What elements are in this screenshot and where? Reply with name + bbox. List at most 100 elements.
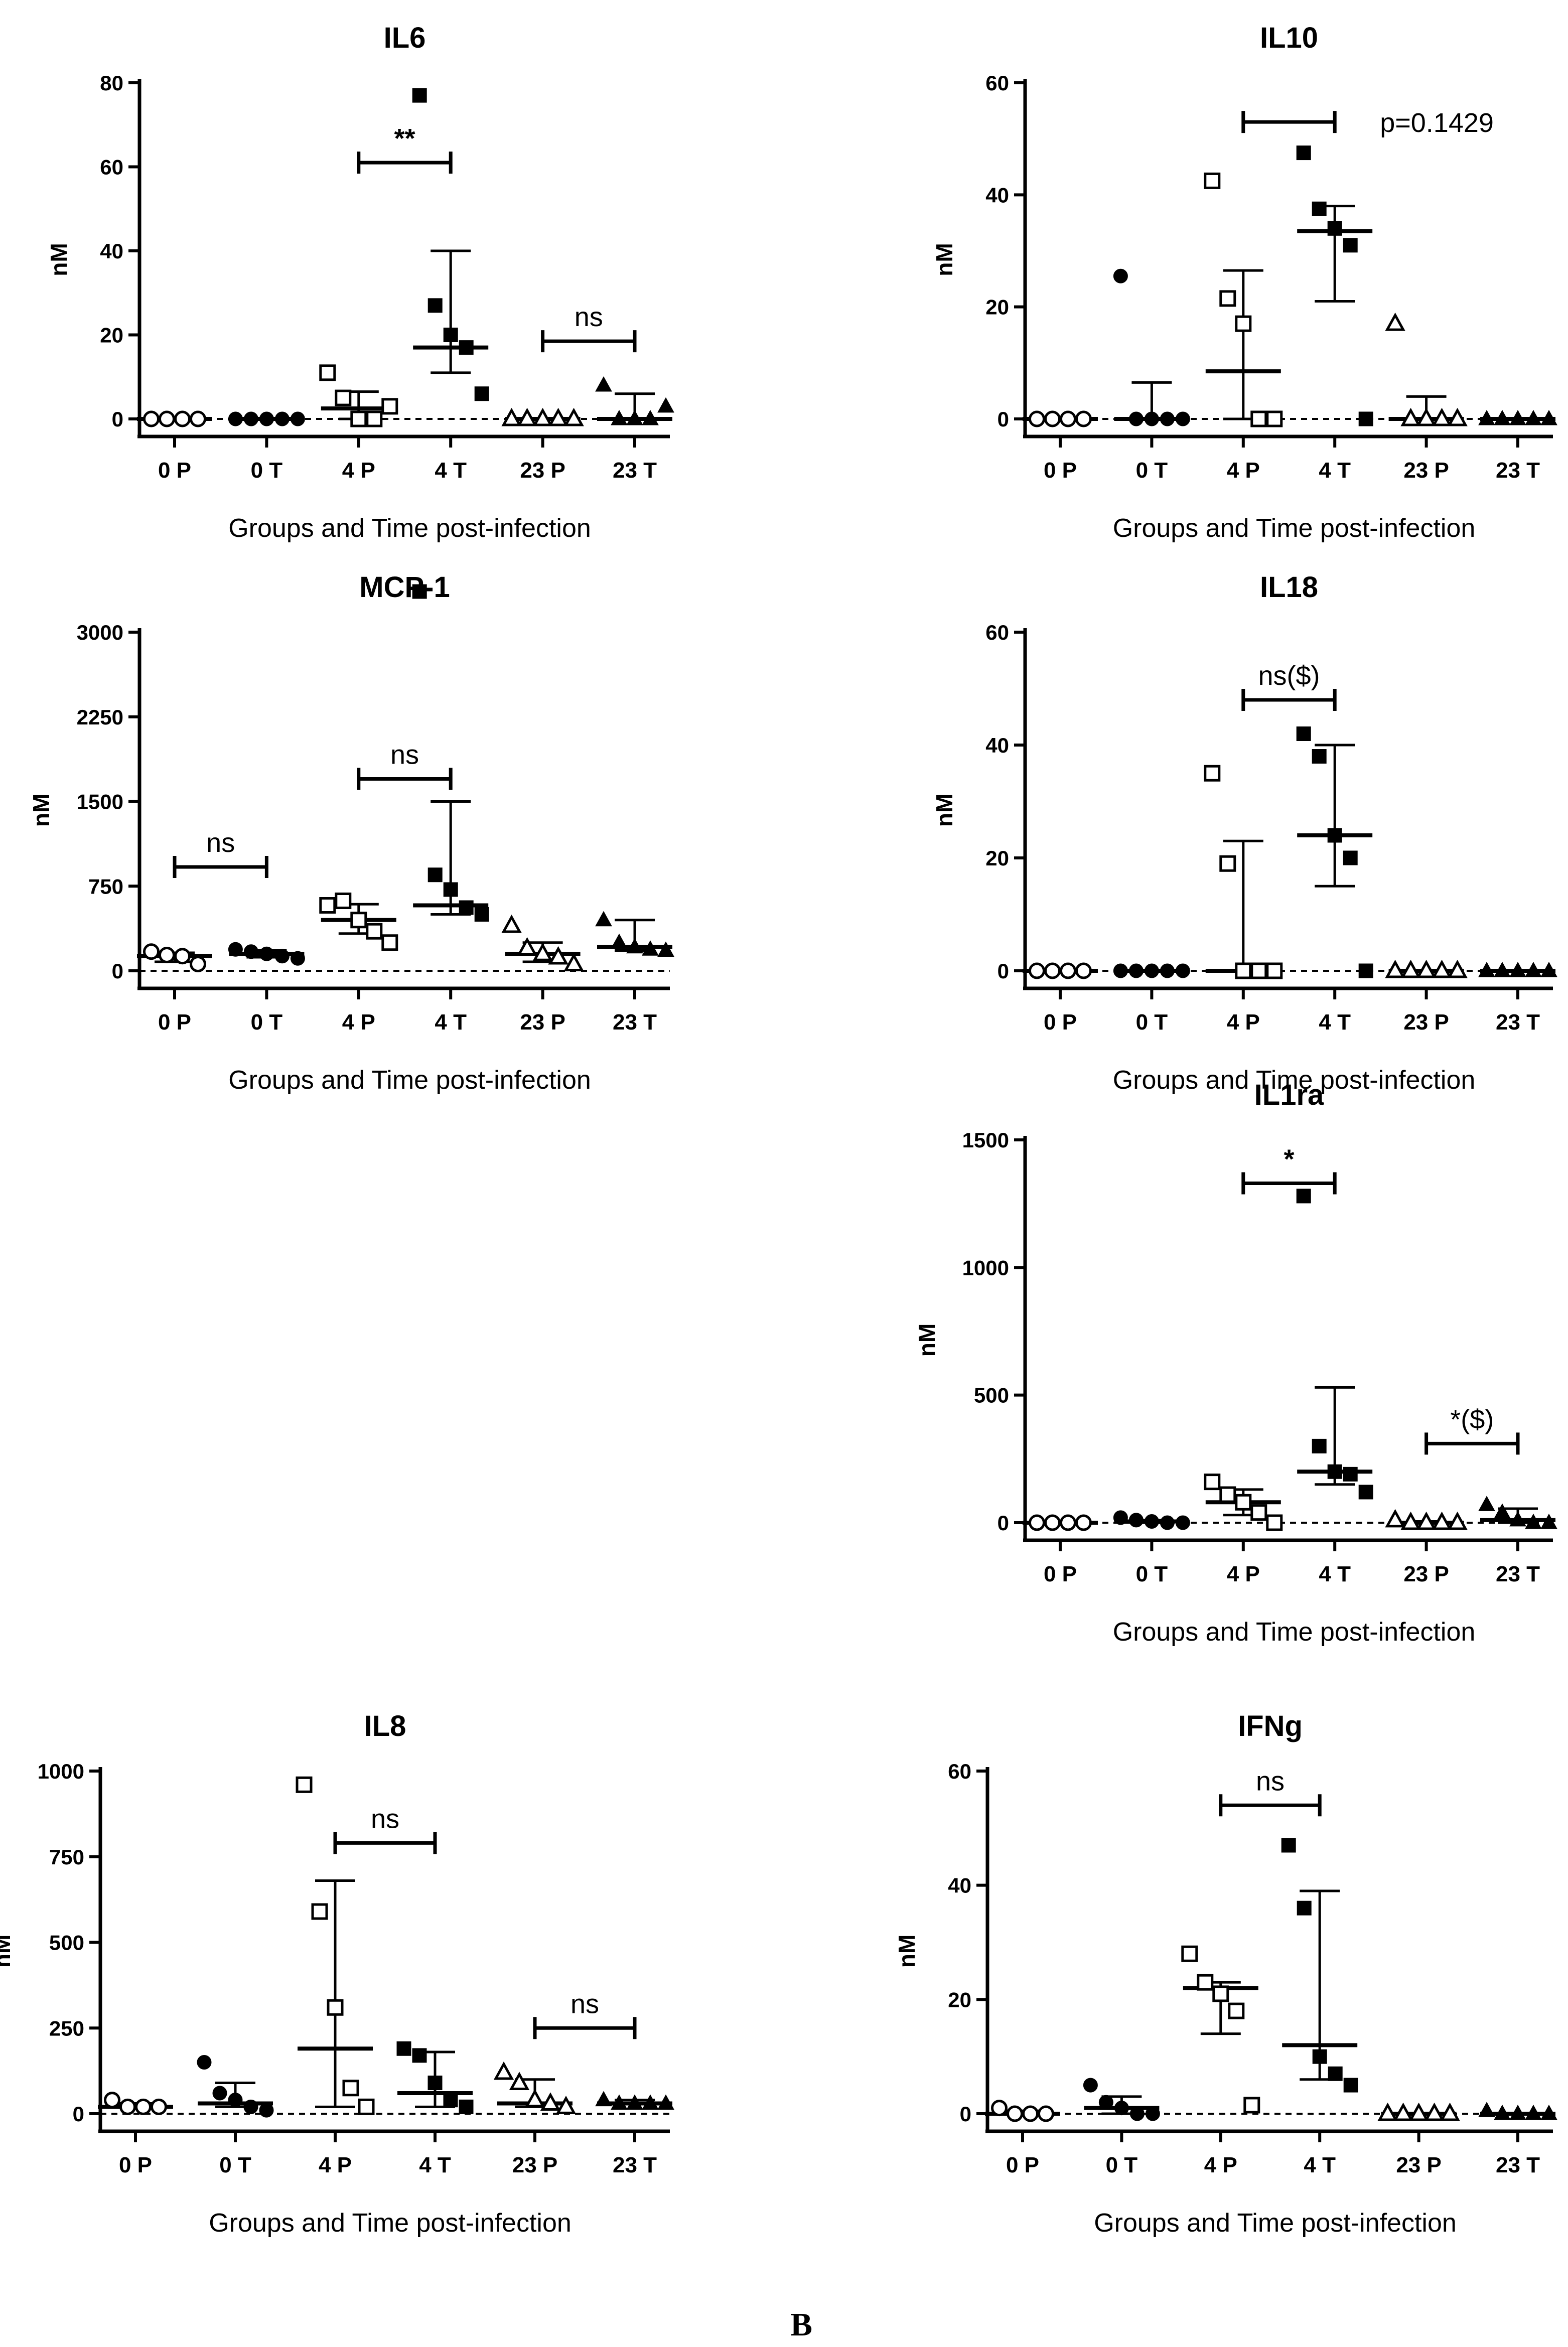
chart-panel: IL18 0 20 40 60 nM 0 P 0 T 4 P 4 T 23 P 23 T Groups … [931, 571, 1557, 1095]
data-point [493, 2061, 514, 2080]
data-point [381, 398, 398, 415]
data-point [1440, 2102, 1460, 2121]
data-point [1416, 407, 1437, 426]
y-tick-label: 40 [985, 734, 1009, 757]
data-point [1312, 749, 1327, 764]
y-tick-label: 60 [948, 1759, 971, 1783]
significance-label: * [1284, 1144, 1294, 1174]
data-point [311, 1903, 328, 1920]
data-point [642, 940, 659, 956]
y-tick-label: 0 [997, 959, 1009, 983]
data-point [443, 2093, 458, 2108]
data-point [1007, 2105, 1023, 2122]
data-point [427, 298, 443, 313]
data-point [190, 410, 206, 427]
chart-title: IL18 [1260, 571, 1318, 604]
data-point [1447, 959, 1468, 978]
data-point [1416, 1511, 1437, 1530]
data-point [657, 397, 674, 413]
data-point [540, 2092, 561, 2111]
data-point [1494, 409, 1511, 425]
data-point [366, 923, 383, 940]
y-tick-label: 0 [997, 1511, 1009, 1535]
data-point [548, 946, 568, 965]
data-point [595, 911, 612, 927]
y-tick-label: 80 [100, 71, 123, 95]
data-point [319, 364, 336, 381]
data-point [1509, 409, 1526, 425]
data-point [1204, 1474, 1221, 1491]
data-point [1075, 410, 1092, 427]
data-point [1540, 961, 1557, 977]
data-point [1113, 963, 1128, 978]
data-point [1250, 410, 1267, 427]
data-point [1160, 963, 1175, 978]
y-tick-label: 2250 [77, 705, 123, 729]
data-point [1235, 315, 1252, 332]
x-tick-label: 0 P [1044, 1010, 1077, 1035]
y-axis-label: nM [46, 243, 72, 276]
data-point [595, 2091, 612, 2107]
data-point [1075, 962, 1092, 979]
x-axis-label: Groups and Time post-infection [1113, 1618, 1476, 1647]
chart-panel: IFNg 0 20 40 60 nM 0 P 0 T 4 P 4 T 23 P 23 T Groups … [894, 1710, 1557, 2238]
x-tick-label: 4 T [1319, 458, 1351, 483]
data-point [396, 2041, 411, 2056]
y-tick-label: 60 [985, 621, 1009, 644]
data-point [563, 953, 584, 971]
data-point [243, 944, 258, 959]
x-tick-label: 0 P [158, 1010, 191, 1035]
data-point [290, 411, 305, 426]
x-tick-label: 23 P [1396, 2153, 1442, 2177]
y-tick-label: 20 [100, 324, 123, 347]
x-axis-label: Groups and Time post-infection [1113, 1066, 1476, 1095]
data-point [1235, 1494, 1252, 1511]
x-tick-label: 4 P [1227, 1562, 1260, 1586]
data-point [1114, 2101, 1129, 2116]
data-point [1540, 2104, 1557, 2120]
x-tick-label: 0 P [1006, 2153, 1039, 2177]
data-point [1377, 2102, 1398, 2121]
x-tick-label: 4 P [1227, 1010, 1260, 1035]
data-point [474, 907, 489, 922]
data-point [501, 407, 522, 426]
data-point [1494, 1503, 1511, 1519]
x-tick-label: 0 T [1106, 2153, 1138, 2177]
data-point [532, 943, 553, 961]
data-point [335, 893, 352, 909]
data-point [1385, 312, 1405, 331]
chart-panel: IL6 0 20 40 60 80 nM 0 P 0 T 4 P 4 T 23 P 23 T Groups… [46, 22, 674, 543]
data-point [1328, 2066, 1343, 2081]
y-tick-label: 250 [49, 2016, 84, 2040]
data-point [290, 951, 305, 966]
y-tick-label: 0 [997, 407, 1009, 431]
x-tick-label: 4 T [1319, 1010, 1351, 1035]
data-point [1029, 962, 1045, 979]
data-point [626, 2094, 643, 2110]
data-point [319, 897, 336, 914]
chart-panel: IL10 0 20 40 60 nM 0 P 0 T 4 P 4 T 23 P 23 T Groups … [931, 22, 1557, 543]
y-tick-label: 40 [100, 239, 123, 263]
x-tick-label: 0 P [1044, 1562, 1077, 1586]
data-point [1029, 1514, 1045, 1531]
data-point [1113, 268, 1128, 283]
data-point [1312, 1438, 1327, 1453]
data-point [1327, 1464, 1342, 1479]
data-point [1160, 1515, 1175, 1530]
data-point [1509, 961, 1526, 977]
data-point [1160, 411, 1175, 426]
y-tick-label: 40 [948, 1874, 971, 1897]
data-point [1385, 959, 1405, 978]
x-axis-label: Groups and Time post-infection [228, 514, 591, 543]
data-point [1296, 726, 1311, 741]
data-point [1175, 411, 1190, 426]
y-axis-label: nM [894, 1935, 920, 1968]
data-point [532, 407, 553, 426]
data-point [642, 409, 659, 425]
data-point [555, 2096, 577, 2114]
data-point [159, 947, 175, 963]
data-point [151, 2098, 167, 2115]
data-point [1235, 962, 1252, 979]
data-point [119, 2098, 136, 2115]
data-point [296, 1776, 313, 1793]
